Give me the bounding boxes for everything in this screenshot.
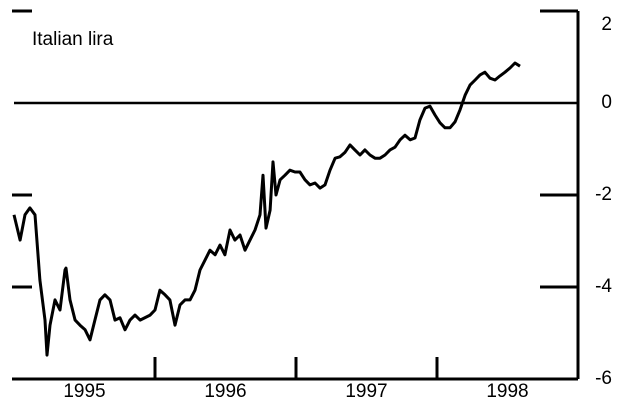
y-tick-label: -2 bbox=[595, 184, 612, 205]
annotation: Italian lira bbox=[32, 29, 114, 50]
y-tick-label: -4 bbox=[595, 276, 612, 297]
y-tick-label: 2 bbox=[601, 14, 612, 35]
data-line bbox=[12, 61, 521, 357]
x-tick-label: 1996 bbox=[204, 381, 246, 402]
x-tick-label: 1995 bbox=[63, 381, 105, 402]
y-tick-label: 0 bbox=[601, 92, 612, 113]
y-tick-label: -6 bbox=[595, 368, 612, 389]
x-tick-label: 1997 bbox=[345, 381, 387, 402]
x-tick-label: 1998 bbox=[486, 381, 528, 402]
